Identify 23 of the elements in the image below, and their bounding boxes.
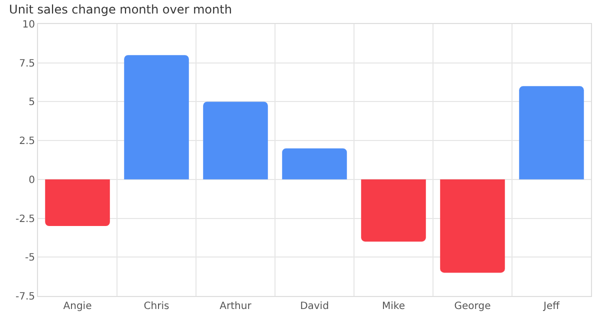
x-tick-label: Arthur bbox=[220, 301, 252, 312]
bar bbox=[124, 55, 189, 180]
bar bbox=[203, 102, 268, 180]
chart-title: Unit sales change month over month bbox=[9, 2, 232, 16]
y-tick-label: 7.5 bbox=[19, 58, 35, 70]
x-tick-label: George bbox=[454, 301, 491, 312]
y-tick-label: 0 bbox=[28, 174, 35, 186]
bar bbox=[440, 179, 505, 273]
x-tick-label: Jeff bbox=[542, 301, 561, 312]
x-tick-label: Mike bbox=[382, 301, 405, 312]
y-tick-label: -2.5 bbox=[15, 214, 35, 225]
y-tick-label: 2.5 bbox=[19, 136, 35, 148]
y-tick-label: 5 bbox=[28, 97, 35, 108]
y-tick-label: -7.5 bbox=[15, 292, 35, 302]
x-tick-label: Angie bbox=[63, 301, 92, 312]
x-tick-label: Chris bbox=[144, 301, 170, 312]
y-tick-label: -5 bbox=[25, 252, 35, 264]
bar bbox=[45, 179, 110, 226]
bar bbox=[519, 86, 584, 180]
bar bbox=[361, 179, 426, 242]
y-tick-label: 10 bbox=[22, 20, 35, 30]
bar bbox=[282, 148, 347, 180]
x-tick-label: David bbox=[300, 301, 329, 312]
